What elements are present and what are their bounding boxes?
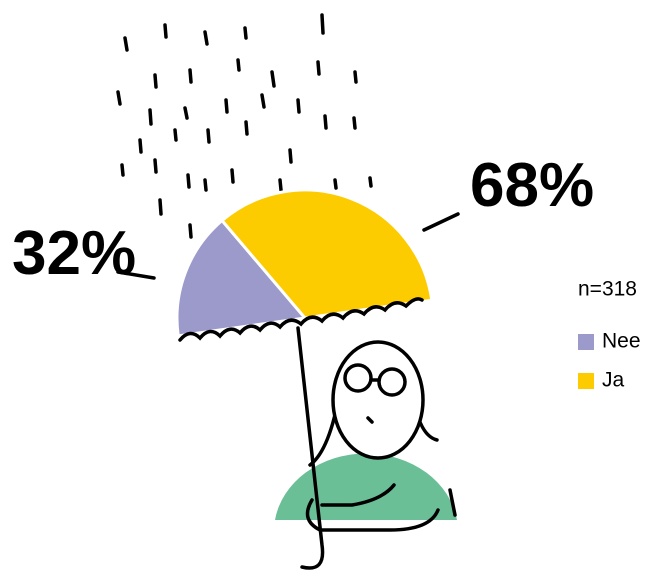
glasses (377, 367, 407, 397)
head (331, 340, 425, 460)
face (366, 378, 381, 424)
legend-label: Nee (602, 330, 641, 353)
note: n=318 (578, 278, 637, 301)
glasses (343, 363, 373, 393)
value-label: 32% (12, 219, 136, 288)
rain (116, 13, 373, 239)
legend-label: Ja (602, 369, 625, 392)
pie-slice (175, 218, 308, 338)
legend-swatch (578, 334, 594, 350)
value-label: 68% (470, 151, 594, 220)
torso (275, 453, 457, 520)
legend: Nee Ja (578, 330, 641, 392)
umbrella (175, 188, 434, 338)
pie-slice (219, 188, 434, 320)
handle (296, 326, 325, 570)
arm (305, 483, 457, 532)
umbrella-edge (178, 297, 424, 342)
leader-line (116, 270, 156, 280)
leader-line (422, 212, 460, 232)
legend-swatch (578, 373, 594, 389)
